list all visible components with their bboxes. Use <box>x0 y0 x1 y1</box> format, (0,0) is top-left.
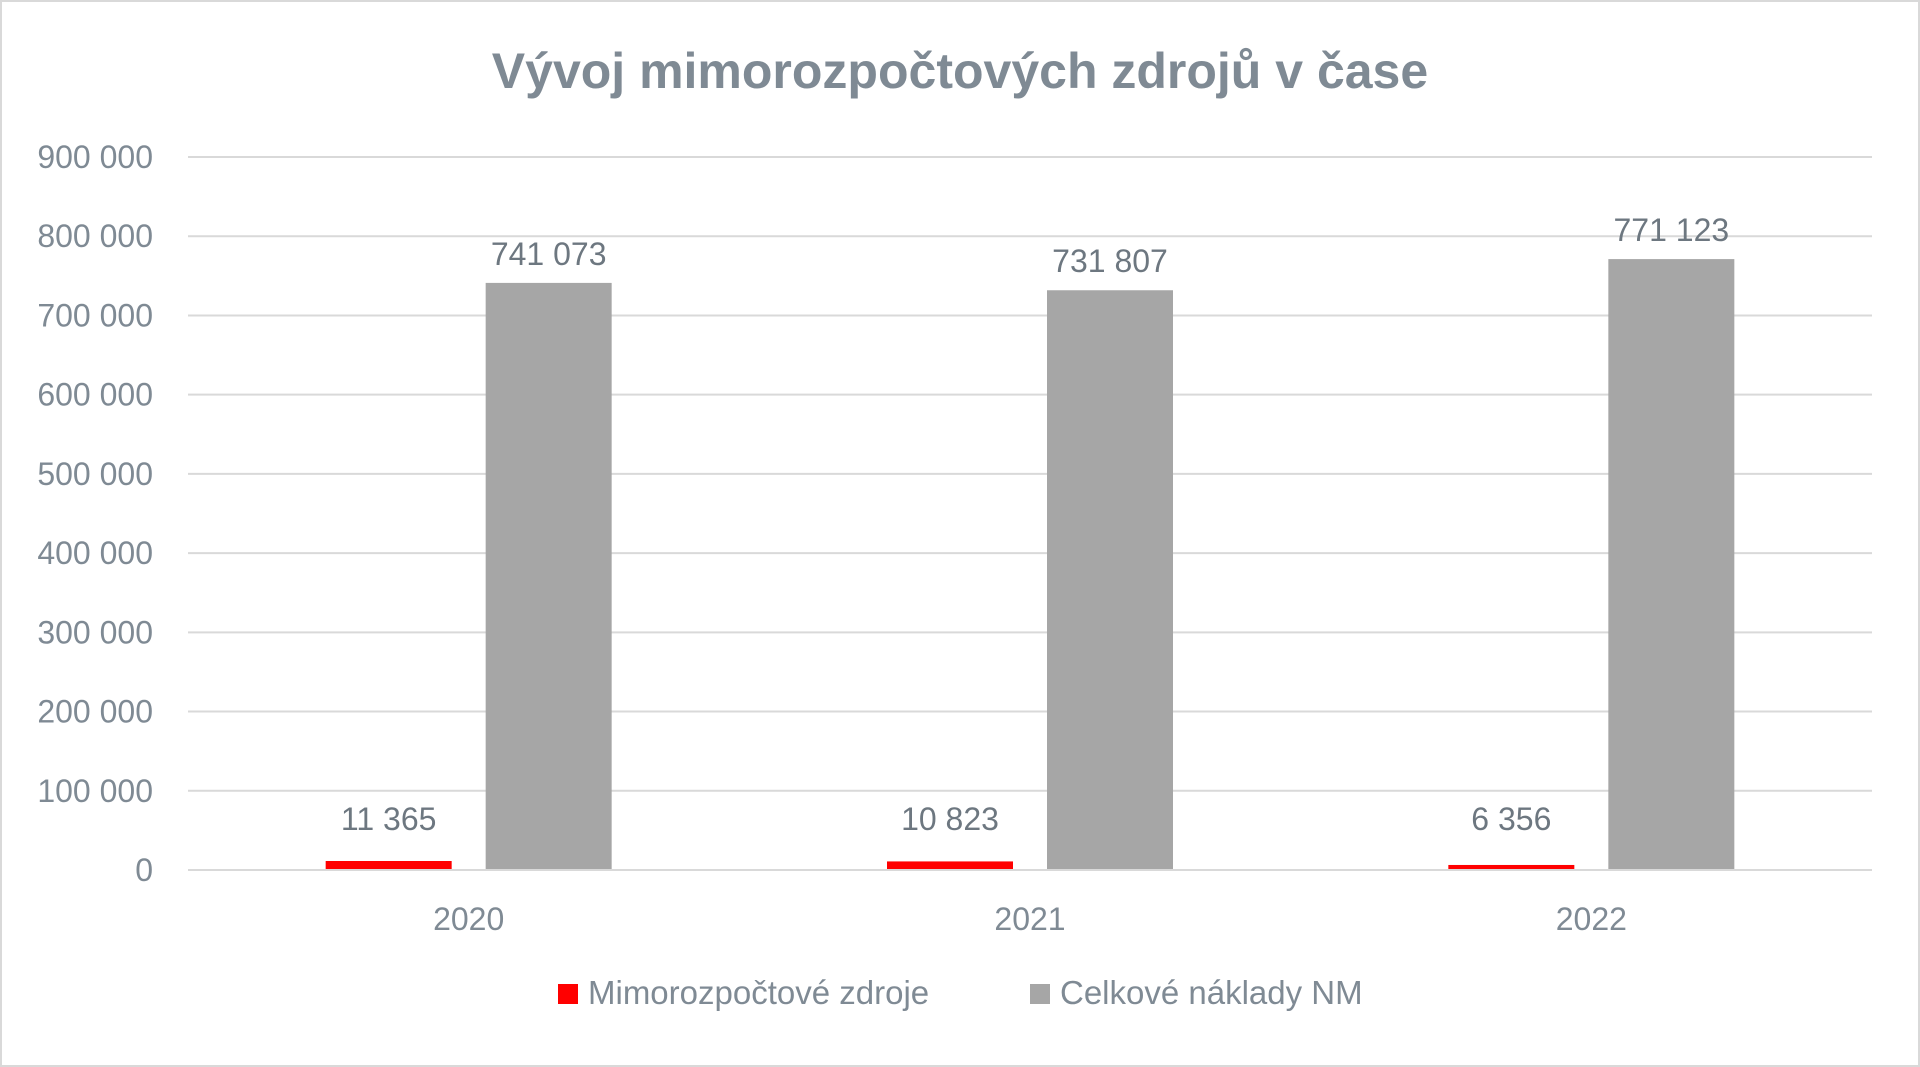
legend: Mimorozpočtové zdroje Celkové náklady NM <box>558 974 1363 1011</box>
y-tick-label: 900 000 <box>37 139 153 175</box>
legend-label: Mimorozpočtové zdroje <box>588 974 929 1011</box>
y-tick-label: 700 000 <box>37 297 153 333</box>
bar-mimorozpoctove-2020 <box>325 860 452 870</box>
y-tick-label: 200 000 <box>37 694 153 730</box>
y-tick-label: 300 000 <box>37 614 153 650</box>
y-tick-label: 400 000 <box>37 535 153 571</box>
bar-celkove-2021 <box>1047 290 1173 871</box>
x-tick-label: 2022 <box>1556 901 1627 937</box>
data-label: 6 356 <box>1471 801 1551 837</box>
bar-celkove-2020 <box>485 282 612 870</box>
y-axis: 0 100 000 200 000 300 000 400 000 500 000 600 … <box>37 139 153 888</box>
x-axis: 2020 2021 2022 <box>188 869 1872 937</box>
x-tick-label: 2021 <box>994 901 1065 937</box>
bar-mimorozpoctove-2022 <box>1448 864 1575 870</box>
y-tick-label: 600 000 <box>37 377 153 413</box>
legend-swatch <box>1030 984 1050 1004</box>
data-label: 741 073 <box>491 236 607 272</box>
y-tick-label: 100 000 <box>37 773 153 809</box>
chart-title: Vývoj mimorozpočtových zdrojů v čase <box>492 43 1428 99</box>
legend-label: Celkové náklady NM <box>1060 974 1363 1011</box>
data-label: 11 365 <box>341 801 437 837</box>
data-label: 771 123 <box>1613 212 1729 248</box>
bars: 11 365 741 073 10 823 731 807 6 356 771 123 <box>325 212 1735 871</box>
y-tick-label: 500 000 <box>37 456 153 492</box>
legend-swatch <box>558 984 578 1004</box>
data-label: 731 807 <box>1052 243 1168 279</box>
bar-celkove-2022 <box>1608 259 1735 870</box>
bar-mimorozpoctove-2021 <box>887 861 1013 870</box>
x-tick-label: 2020 <box>433 901 504 937</box>
data-label: 10 823 <box>901 801 999 837</box>
y-tick-label: 800 000 <box>37 218 153 254</box>
y-tick-label: 0 <box>135 852 153 888</box>
